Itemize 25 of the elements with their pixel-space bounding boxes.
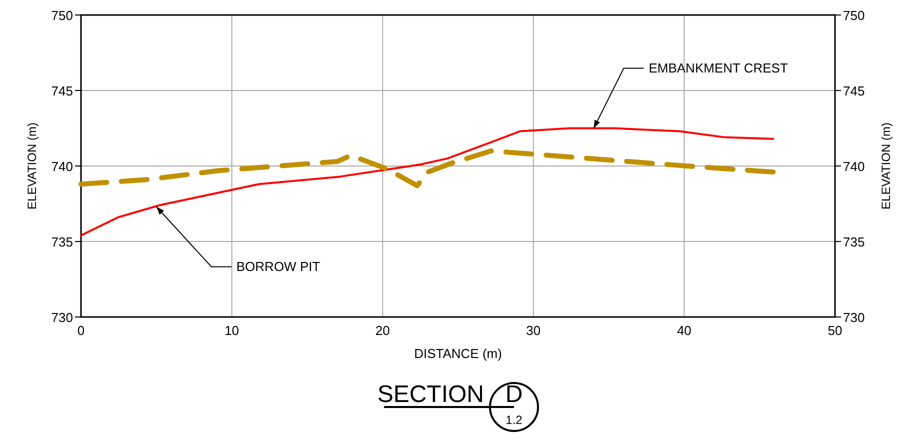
x-tick-label: 10 [224,323,240,338]
annotation: EMBANKMENT CREST [648,60,788,76]
annotation: BORROW PIT [236,258,320,274]
text: D [505,381,523,408]
y-axis-title: ELEVATION (m) [25,122,39,210]
text: 1.2 [506,413,523,427]
y-tick-label: 740 [51,159,73,174]
y-tick-label: 735 [51,234,73,250]
x-tick-label: 50 [828,323,842,338]
y2-tick-label: 750 [843,8,865,23]
y2-axis-title: ELEVATION (m) [879,122,893,210]
y2-tick-label: 730 [843,310,865,325]
y-tick-label: 730 [51,310,73,325]
line-series [80,127,774,236]
y-tick-label: 745 [51,84,73,98]
x-tick-label: 0 [77,323,85,338]
x-tick-label: 20 [375,323,390,338]
y-tick-label: 750 [51,8,73,23]
text: SECTION [377,381,484,408]
y2-tick-label: 740 [843,159,865,174]
x-tick-label: 40 [676,323,692,338]
x-axis-title: DISTANCE (m) [414,346,502,361]
y2-tick-label: 735 [843,234,865,250]
y2-tick-label: 745 [843,84,865,98]
x-tick-label: 30 [526,323,541,338]
